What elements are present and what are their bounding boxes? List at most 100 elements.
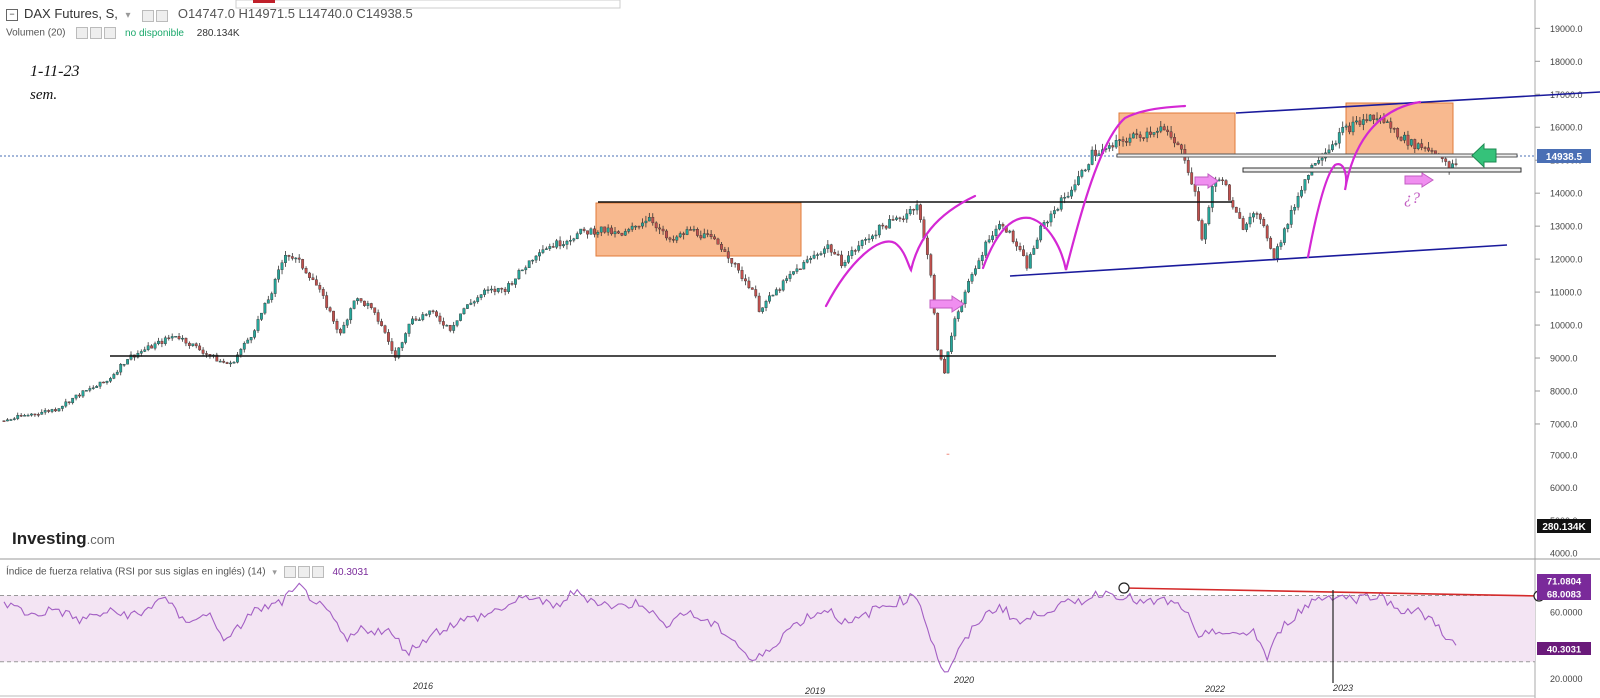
rsi-legend-buttons[interactable] [283, 566, 326, 578]
volume-settings-icon[interactable] [76, 27, 89, 39]
candle-body [284, 255, 287, 263]
rsi-settings-icon[interactable] [283, 566, 296, 578]
candle-body [1341, 126, 1345, 133]
candle-body [469, 302, 473, 305]
candle-body [874, 234, 878, 237]
support-zone [1242, 167, 1522, 173]
candle-body [493, 288, 497, 292]
candle-body [122, 363, 126, 366]
candle-body [1028, 254, 1032, 269]
candle-body [1296, 196, 1300, 208]
candle-body [884, 225, 888, 229]
candle-body [548, 246, 552, 249]
candle-body [527, 260, 531, 268]
candle-body [1252, 213, 1255, 218]
candle-body [860, 240, 864, 246]
candle-body [1066, 195, 1070, 198]
candle-body [170, 336, 174, 339]
interval-chevron-icon[interactable]: ▾ [125, 10, 131, 21]
candle-body [1052, 210, 1056, 215]
candle-body [706, 233, 710, 235]
candle-body [1306, 175, 1310, 180]
candle-body [1365, 119, 1369, 122]
collapse-icon[interactable]: − [6, 8, 18, 21]
candle-body [562, 244, 565, 247]
rsi-tick-label: 60.0000 [1550, 608, 1583, 618]
candle-body [809, 258, 813, 260]
logo-brand: Investing [12, 529, 87, 548]
rsi-chevron-icon[interactable]: ▾ [272, 566, 277, 577]
candle-body [67, 401, 71, 404]
candle-body [1320, 157, 1324, 161]
rsi-value-tag-text: 71.0804 [1547, 577, 1582, 588]
candle-body [1293, 207, 1297, 211]
candle-body [280, 262, 284, 270]
rsi-legend-value: 40.3031 [332, 566, 369, 578]
candle-body [1282, 228, 1286, 243]
visibility-icon[interactable] [156, 9, 169, 22]
candle-body [143, 349, 147, 352]
candle-body [558, 240, 562, 247]
candle-body [308, 272, 311, 278]
candle-body [356, 298, 359, 302]
candle-body [1262, 219, 1266, 227]
candle-body [74, 394, 78, 399]
volume-close-icon[interactable] [104, 27, 117, 39]
candle-body [579, 228, 583, 234]
trend-curves [824, 100, 1422, 308]
candle-body [720, 244, 723, 250]
rsi-tick-label: 20.0000 [1550, 674, 1583, 684]
candle-body [349, 308, 353, 321]
time-axis-labels: 2016 2019 2020 2022 2023 [412, 675, 1353, 696]
candle-body [1118, 139, 1122, 141]
candle-body [359, 298, 363, 302]
volume-legend-buttons[interactable] [76, 27, 118, 39]
candle-body [850, 250, 854, 256]
candle-body [987, 239, 991, 243]
candle-body [181, 337, 184, 340]
candle-body [994, 228, 998, 236]
candle-body [435, 311, 438, 317]
candle-body [709, 234, 713, 238]
candle-body [963, 291, 967, 304]
candle-body [610, 227, 613, 235]
candle-body [160, 340, 164, 344]
candle-body [805, 259, 809, 263]
candle-body [829, 244, 833, 253]
candle-body [1190, 172, 1194, 185]
candle-body [225, 362, 229, 364]
candle-body [304, 268, 308, 274]
price-tick-label: 11000.0 [1550, 288, 1582, 298]
candle-body [30, 413, 33, 416]
candle-body [1228, 184, 1231, 201]
candle-body [953, 318, 957, 337]
settings-icon[interactable] [142, 9, 155, 22]
rsi-visibility-icon[interactable] [297, 566, 310, 578]
candle-body [1090, 149, 1094, 165]
candle-body [1409, 139, 1413, 146]
candle-body [1046, 221, 1049, 224]
candle-body [126, 359, 129, 365]
candle-body [507, 283, 510, 292]
candle-body [486, 289, 490, 291]
rsi-value-tag [1537, 574, 1591, 587]
candle-body [466, 304, 469, 309]
legend-buttons[interactable] [142, 7, 170, 22]
rsi-trendline-start[interactable] [1118, 582, 1130, 594]
candle-body [1231, 200, 1235, 208]
candle-body [555, 240, 559, 248]
candle-body [1389, 121, 1393, 129]
candle-body [146, 345, 150, 350]
candle-body [1258, 213, 1262, 220]
candle-body [678, 233, 682, 238]
candle-body [459, 313, 462, 321]
candle-body [1358, 120, 1362, 125]
time-axis-label: 2016 [412, 681, 433, 691]
candle-body [43, 410, 47, 413]
candle-body [630, 225, 634, 230]
candle-body [819, 253, 823, 255]
candle-body [1255, 213, 1259, 215]
candle-body [1022, 249, 1025, 256]
volume-visibility-icon[interactable] [90, 27, 103, 39]
rsi-close-icon[interactable] [311, 566, 324, 578]
